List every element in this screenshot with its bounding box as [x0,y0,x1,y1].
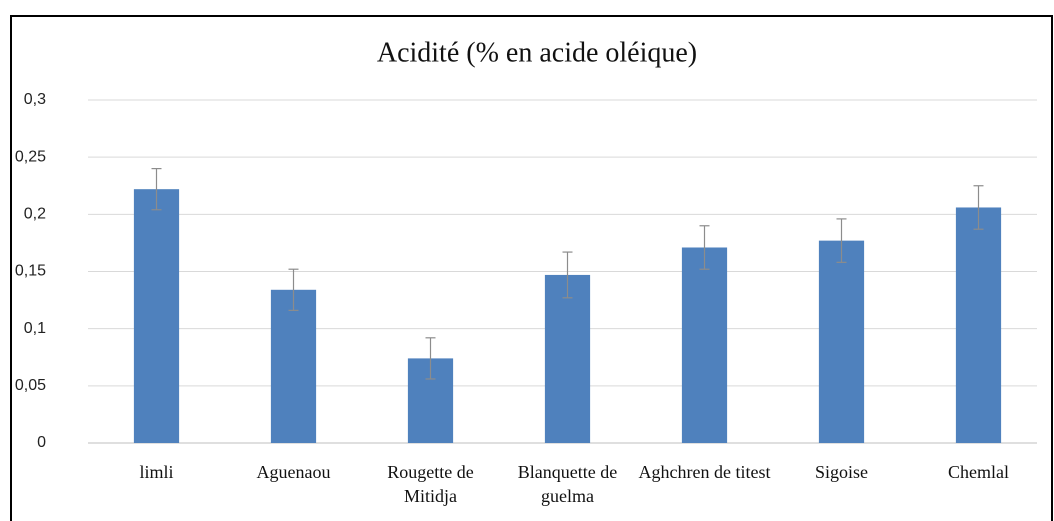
x-tick-label: limli [139,462,174,482]
bar [818,240,865,443]
y-tick-label: 0,1 [24,320,46,337]
y-tick-label: 0,3 [24,91,46,108]
y-tick-label: 0,15 [15,263,46,280]
x-tick-label: Rougette de Mitidja [387,462,474,506]
frame-border [10,15,1053,521]
chart-title: Acidité (% en acide oléique) [377,37,697,68]
x-tick-label: Chemlal [948,462,1009,482]
bar [270,289,317,443]
x-tick-label: Aghchren de titest [638,462,771,482]
y-tick-label: 0,2 [24,206,46,223]
x-tick-label: Blanquette de guelma [517,462,618,506]
bar [133,189,180,443]
bar [681,247,728,443]
x-tick-label: Aguenaou [256,462,331,482]
y-tick-label: 0,25 [15,148,46,165]
y-tick-label: 0 [37,434,46,451]
x-tick-label: Sigoise [814,462,868,482]
y-tick-label: 0,05 [15,377,46,394]
bar [955,207,1002,443]
bar [544,274,591,443]
